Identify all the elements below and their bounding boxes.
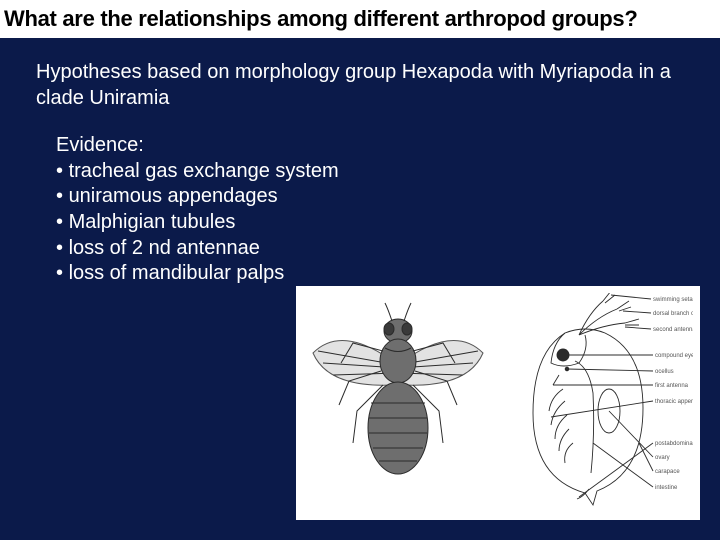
slide-title: What are the relationships among differe…: [4, 6, 637, 31]
slide-title-bar: What are the relationships among differe…: [0, 0, 720, 38]
svg-text:ovary: ovary: [655, 455, 670, 461]
svg-text:carapace: carapace: [655, 469, 680, 475]
svg-text:intestine: intestine: [655, 485, 678, 491]
evidence-bullet: • uniramous appendages: [56, 184, 720, 210]
evidence-bullet: • loss of mandibular palps: [56, 261, 720, 287]
svg-text:ocellus: ocellus: [655, 369, 674, 375]
fly-illustration-icon: [303, 293, 493, 513]
svg-text:compound eye: compound eye: [655, 353, 693, 359]
svg-text:swimming seta: swimming seta: [653, 297, 693, 303]
svg-text:first antenna: first antenna: [655, 383, 689, 389]
evidence-bullet: • tracheal gas exchange system: [56, 159, 720, 185]
svg-text:thoracic appendage: thoracic appendage: [655, 399, 693, 405]
evidence-block: Evidence: • tracheal gas exchange system…: [56, 133, 720, 287]
daphnia-labels: swimming seta dorsal branch of antenna s…: [653, 297, 693, 491]
svg-text:second antenna: second antenna: [653, 327, 693, 333]
figure-panel: swimming seta dorsal branch of antenna s…: [296, 286, 700, 520]
hypothesis-text: Hypotheses based on morphology group Hex…: [36, 60, 684, 111]
evidence-heading: Evidence:: [56, 133, 720, 159]
daphnia-illustration-icon: swimming seta dorsal branch of antenna s…: [493, 293, 693, 513]
svg-text:dorsal branch of antenna: dorsal branch of antenna: [653, 311, 693, 317]
evidence-bullet: • loss of 2 nd antennae: [56, 236, 720, 262]
evidence-bullet: • Malphigian tubules: [56, 210, 720, 236]
svg-text:postabdominal claw: postabdominal claw: [655, 441, 693, 447]
